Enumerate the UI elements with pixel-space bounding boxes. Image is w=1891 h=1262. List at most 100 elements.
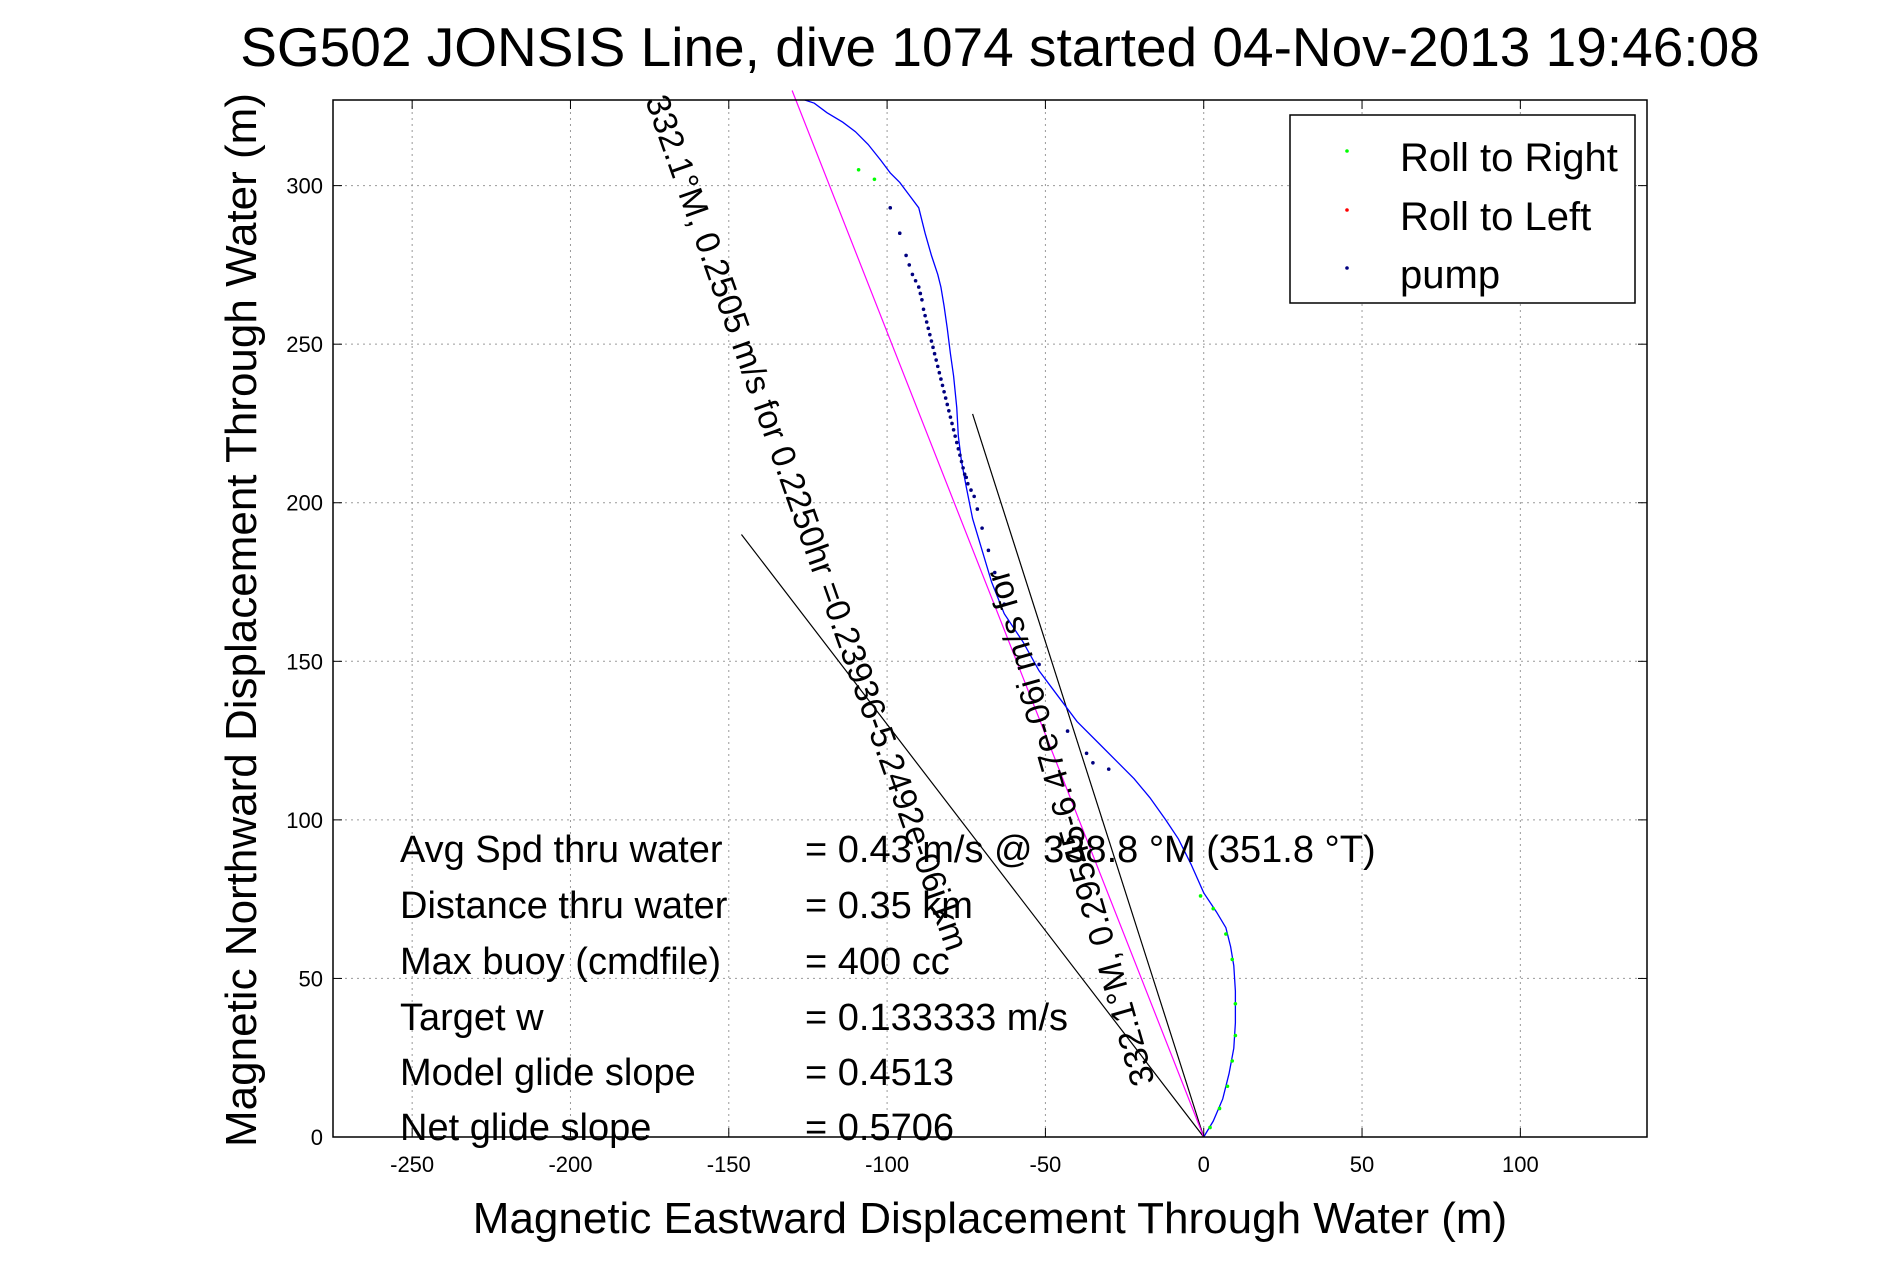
stat-label-model-glide: Model glide slope xyxy=(400,1052,696,1094)
pump-point xyxy=(953,434,957,438)
legend-marker-pump xyxy=(1345,266,1349,270)
x-tick-label: -50 xyxy=(1030,1152,1062,1177)
pump-point xyxy=(969,488,973,492)
y-tick-label: 300 xyxy=(286,174,323,199)
pump-point xyxy=(947,408,951,413)
x-tick-label: 100 xyxy=(1502,1152,1539,1177)
pump-point xyxy=(1106,767,1111,771)
pump-point xyxy=(932,351,937,356)
pump-point xyxy=(958,453,962,457)
reference-line2 xyxy=(972,413,1205,1138)
reference-line1 xyxy=(740,534,1205,1138)
stat-value-model-glide: = 0.4513 xyxy=(805,1052,954,1094)
x-tick-label: -250 xyxy=(390,1152,434,1177)
roll-right-point xyxy=(872,177,877,182)
track-layer xyxy=(804,99,1237,1138)
pump-point xyxy=(888,206,893,210)
legend: Roll to Right Roll to Left pump xyxy=(1289,114,1636,304)
pump-point xyxy=(910,272,915,277)
pump-point xyxy=(986,548,991,553)
stat-label-target-w: Target w xyxy=(400,997,544,1039)
pump-point xyxy=(937,370,942,375)
pump-point xyxy=(980,526,984,530)
pump-point xyxy=(950,421,954,426)
pump-point xyxy=(1091,760,1095,765)
pump-point xyxy=(929,339,934,343)
pump-point xyxy=(939,377,943,381)
stat-value-net-glide: = 0.5706 xyxy=(805,1107,954,1149)
x-tick-label: -100 xyxy=(865,1152,909,1177)
roll-right-point xyxy=(1208,1125,1212,1130)
stat-value-target-w: = 0.133333 m/s xyxy=(805,997,1068,1039)
roll-right-point xyxy=(1225,1084,1230,1089)
pump-point xyxy=(959,459,964,464)
pump-point xyxy=(916,285,921,289)
pump-point xyxy=(964,475,969,480)
x-tick-label: -200 xyxy=(548,1152,592,1177)
reference-line3 xyxy=(791,90,1205,1138)
y-tick-label: 0 xyxy=(311,1125,323,1150)
pump-point xyxy=(920,297,924,302)
stats-block: Avg Spd thru water = 0.43 m/s @ 338.8 °M… xyxy=(400,829,1376,1149)
stat-label-distance: Distance thru water xyxy=(400,885,728,927)
axis-ticks: -250 -200 -150 -100 -50 0 50 100 0 50 100 150 200 250… xyxy=(286,100,1647,1177)
legend-marker-roll-left xyxy=(1345,208,1349,212)
y-tick-label: 50 xyxy=(299,966,323,991)
roll-right-point xyxy=(1217,1106,1222,1111)
stat-label-max-buoy: Max buoy (cmdfile) xyxy=(400,941,721,983)
y-tick-label: 200 xyxy=(286,491,323,516)
legend-label-roll-right: Roll to Right xyxy=(1400,136,1618,180)
pump-point xyxy=(923,313,927,318)
stat-value-distance: = 0.35 km xyxy=(805,885,973,927)
pump-point xyxy=(962,472,967,477)
x-tick-label: 50 xyxy=(1350,1152,1374,1177)
x-axis-label: Magnetic Eastward Displacement Through W… xyxy=(473,1194,1507,1243)
pump-point xyxy=(943,396,948,400)
legend-label-pump: pump xyxy=(1400,253,1500,297)
pump-point xyxy=(934,358,938,362)
pump-point xyxy=(956,447,961,451)
stat-value-avg-spd: = 0.43 m/s @ 338.8 °M (351.8 °T) xyxy=(805,829,1376,871)
pump-point xyxy=(1084,751,1089,756)
roll-right-point xyxy=(1233,1002,1238,1006)
pump-point xyxy=(972,494,976,499)
pump-point xyxy=(928,332,932,337)
pump-point xyxy=(924,320,929,324)
pump-point xyxy=(913,278,918,283)
roll-right-point xyxy=(1233,1033,1238,1038)
track-line xyxy=(804,99,1237,1138)
pump-point xyxy=(931,345,935,350)
stat-label-net-glide: Net glide slope xyxy=(400,1107,651,1149)
x-tick-label: 0 xyxy=(1198,1152,1210,1177)
pump-point xyxy=(897,231,902,235)
pump-point xyxy=(961,466,965,470)
reference-lines xyxy=(740,90,1205,1138)
pump-point xyxy=(907,263,912,267)
pump-point xyxy=(1065,729,1070,733)
grid-lines xyxy=(333,100,1647,1138)
pump-point xyxy=(921,307,926,312)
pump-point xyxy=(942,389,946,394)
stat-label-avg-spd: Avg Spd thru water xyxy=(400,829,723,871)
pump-point xyxy=(1002,602,1007,607)
roll-right-point xyxy=(1230,1059,1235,1063)
roll-right-point xyxy=(1224,932,1228,936)
chart-title: SG502 JONSIS Line, dive 1074 started 04-… xyxy=(240,16,1760,78)
pump-point xyxy=(1037,662,1041,667)
stat-value-max-buoy: = 400 cc xyxy=(805,941,950,983)
roll-right-point xyxy=(1211,906,1216,911)
pump-point xyxy=(935,364,940,369)
pump-point xyxy=(966,481,970,486)
roll-right-point xyxy=(1198,894,1203,898)
pump-point xyxy=(948,415,953,419)
x-tick-label: -150 xyxy=(707,1152,751,1177)
pump-point xyxy=(975,507,980,511)
pump-point xyxy=(945,402,950,407)
y-tick-label: 250 xyxy=(286,332,323,357)
pump-point xyxy=(940,383,945,388)
pump-point xyxy=(926,326,931,331)
plot-frame xyxy=(332,99,1648,1138)
legend-marker-roll-right xyxy=(1345,149,1349,153)
pump-point xyxy=(954,440,959,445)
marker-layer xyxy=(856,167,1238,1130)
